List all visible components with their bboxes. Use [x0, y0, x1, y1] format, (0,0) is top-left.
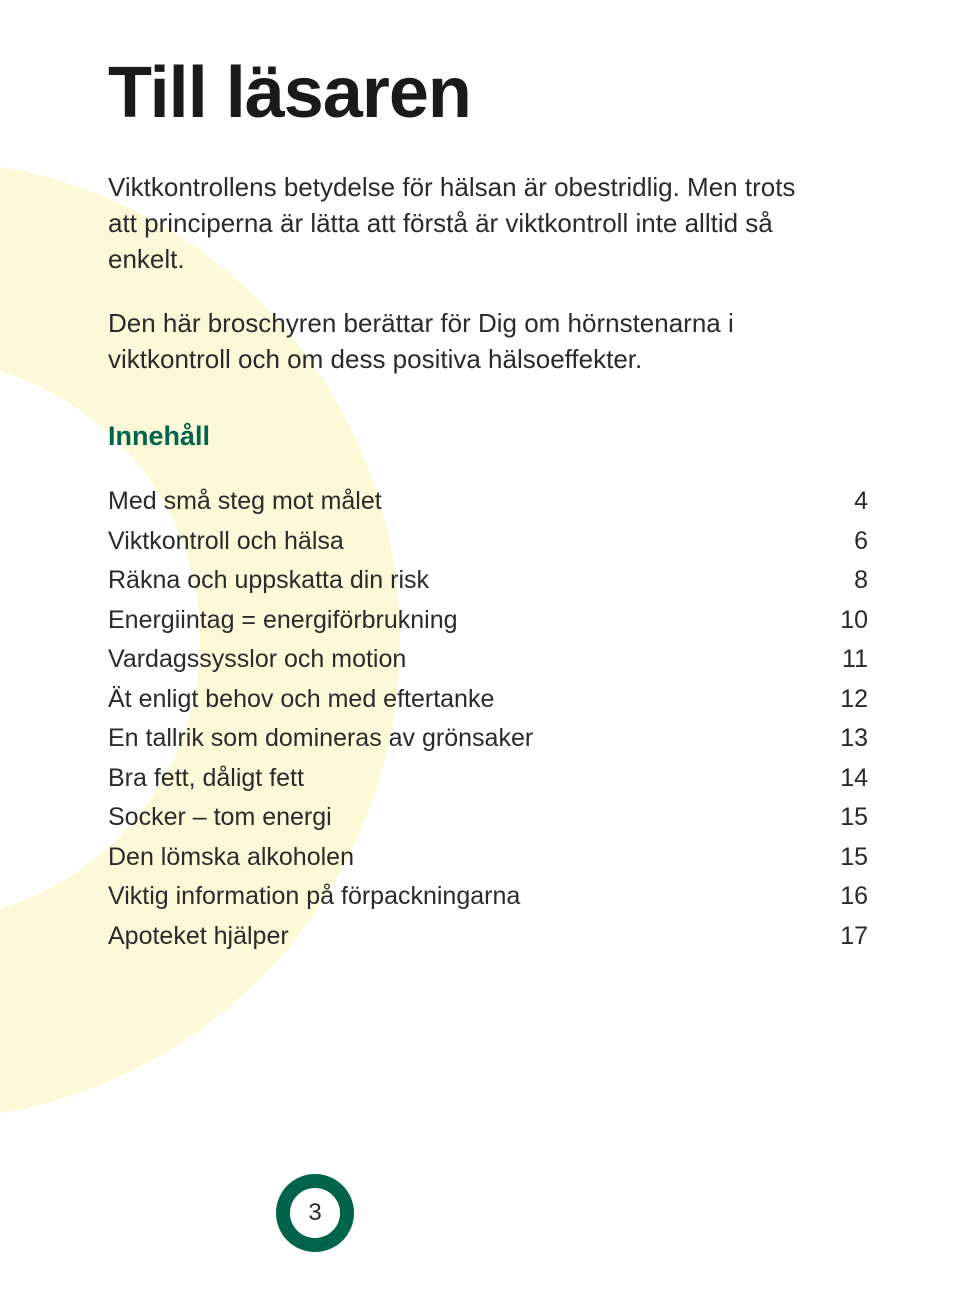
page-title: Till läsaren — [108, 52, 880, 134]
intro-block: Viktkontrollens betydelse för hälsan är … — [108, 170, 880, 377]
toc-item: Bra fett, dåligt fett 14 — [108, 759, 868, 799]
toc-item-label: Energiintag = energiförbrukning — [108, 601, 812, 641]
toc-item-label: Vardagssysslor och motion — [108, 640, 812, 680]
toc-item: Den lömska alkoholen 15 — [108, 838, 868, 878]
toc-item-label: Viktig information på förpackningarna — [108, 877, 812, 917]
toc-item-page: 13 — [812, 719, 868, 759]
toc-item: En tallrik som domineras av grönsaker 13 — [108, 719, 868, 759]
toc-item-page: 11 — [812, 640, 868, 680]
toc-item-page: 6 — [812, 522, 868, 562]
intro-paragraph-1: Viktkontrollens betydelse för hälsan är … — [108, 170, 808, 278]
toc-item: Viktig information på förpackningarna 16 — [108, 877, 868, 917]
toc-item: Med små steg mot målet 4 — [108, 482, 868, 522]
page-number: 3 — [276, 1174, 354, 1252]
table-of-contents: Innehåll Med små steg mot målet 4 Viktko… — [108, 421, 868, 956]
intro-paragraph-2: Den här broschyren berättar för Dig om h… — [108, 306, 808, 378]
toc-item-page: 8 — [812, 561, 868, 601]
page-number-badge: 3 — [276, 1174, 354, 1252]
toc-item-label: Ät enligt behov och med eftertanke — [108, 680, 812, 720]
toc-item-page: 15 — [812, 798, 868, 838]
toc-item-page: 15 — [812, 838, 868, 878]
toc-item: Räkna och uppskatta din risk 8 — [108, 561, 868, 601]
toc-item-label: En tallrik som domineras av grönsaker — [108, 719, 812, 759]
page-content: Till läsaren Viktkontrollens betydelse f… — [0, 0, 960, 956]
toc-item-label: Bra fett, dåligt fett — [108, 759, 812, 799]
toc-item-label: Apoteket hjälper — [108, 917, 812, 957]
toc-item-page: 14 — [812, 759, 868, 799]
toc-item: Energiintag = energiförbrukning 10 — [108, 601, 868, 641]
toc-item-label: Med små steg mot målet — [108, 482, 812, 522]
toc-item: Ät enligt behov och med eftertanke 12 — [108, 680, 868, 720]
toc-item: Apoteket hjälper 17 — [108, 917, 868, 957]
toc-item-page: 10 — [812, 601, 868, 641]
toc-item-page: 16 — [812, 877, 868, 917]
toc-item-page: 17 — [812, 917, 868, 957]
toc-item-label: Viktkontroll och hälsa — [108, 522, 812, 562]
toc-item: Viktkontroll och hälsa 6 — [108, 522, 868, 562]
toc-item-page: 12 — [812, 680, 868, 720]
toc-item: Vardagssysslor och motion 11 — [108, 640, 868, 680]
toc-item: Socker – tom energi 15 — [108, 798, 868, 838]
toc-item-label: Socker – tom energi — [108, 798, 812, 838]
toc-item-page: 4 — [812, 482, 868, 522]
toc-heading: Innehåll — [108, 421, 868, 452]
toc-item-label: Den lömska alkoholen — [108, 838, 812, 878]
toc-item-label: Räkna och uppskatta din risk — [108, 561, 812, 601]
